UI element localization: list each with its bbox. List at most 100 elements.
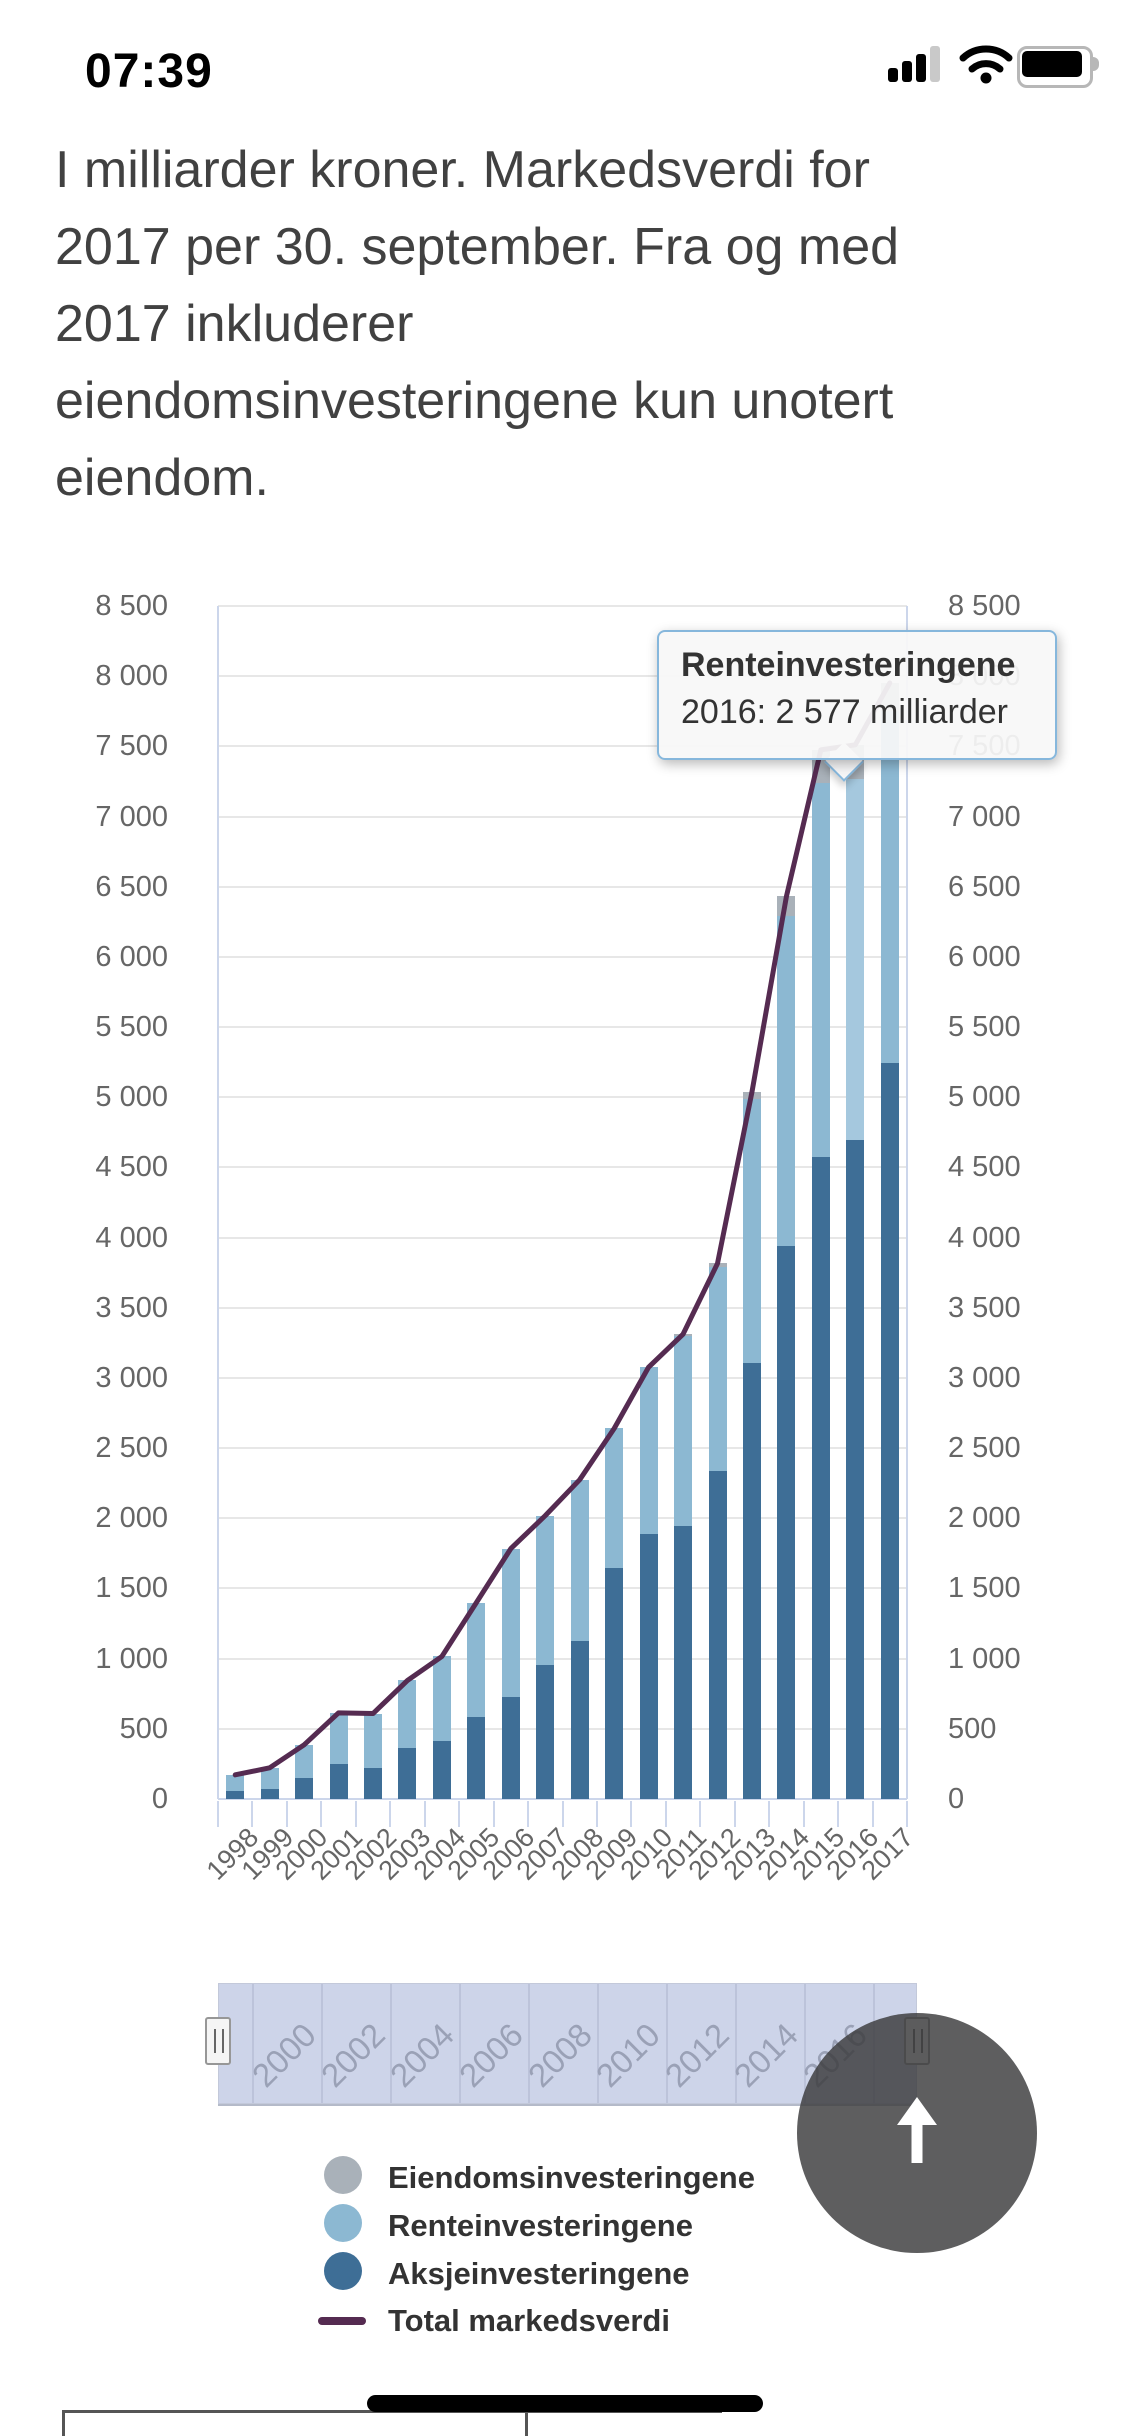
tooltip-value: 2016: 2 577 milliarder <box>681 693 1008 731</box>
bar-segment-aksje-2001[interactable] <box>329 1764 348 1799</box>
legend-item-3[interactable]: Total markedsverdi <box>388 2303 670 2338</box>
x-axis-tick <box>837 1801 840 1827</box>
bar-segment-aksje-2008[interactable] <box>570 1640 589 1799</box>
bar-segment-rente-2012[interactable] <box>708 1266 727 1472</box>
navigator-handle-left[interactable] <box>205 2017 231 2065</box>
bar-segment-aksje-2000[interactable] <box>295 1777 314 1799</box>
bar-segment-aksje-2006[interactable] <box>501 1697 520 1799</box>
bar-segment-rente-2004[interactable] <box>432 1656 451 1741</box>
header-line: 2017 per 30. september. Fra og med <box>55 218 900 276</box>
y-axis-label-right: 5 500 <box>948 1011 1021 1044</box>
legend-item-2[interactable]: Aksjeinvesteringene <box>388 2256 690 2291</box>
y-axis-label-right: 3 500 <box>948 1291 1021 1324</box>
bar-segment-eiendom-2012[interactable] <box>708 1263 727 1267</box>
y-axis-label-left: 6 500 <box>95 870 168 903</box>
x-axis-tick <box>802 1801 805 1827</box>
bar-segment-aksje-2016[interactable] <box>846 1140 865 1799</box>
bar-segment-rente-2017[interactable] <box>880 710 899 1064</box>
bar-segment-aksje-2011[interactable] <box>674 1526 693 1799</box>
y-axis-label-left: 4 000 <box>95 1221 168 1254</box>
bar-segment-rente-2009[interactable] <box>605 1428 624 1569</box>
gridline <box>218 1236 907 1239</box>
navigator-gridline <box>665 1984 668 2103</box>
header-line: eiendomsinvesteringene kun unotert <box>55 372 894 430</box>
bar-segment-rente-2013[interactable] <box>742 1099 761 1363</box>
bar-segment-rente-2008[interactable] <box>570 1479 589 1641</box>
x-axis-tick <box>320 1801 323 1827</box>
legend-item-0[interactable]: Eiendomsinvesteringene <box>388 2160 755 2195</box>
gridline <box>218 1306 907 1309</box>
navigator-gridline <box>528 1984 531 2103</box>
bar-segment-aksje-1998[interactable] <box>226 1790 245 1799</box>
bar-segment-aksje-2003[interactable] <box>398 1748 417 1799</box>
bar-segment-aksje-2014[interactable] <box>777 1246 796 1799</box>
status-time: 07:39 <box>85 45 213 98</box>
x-axis-tick <box>423 1801 426 1827</box>
bar-segment-aksje-2017[interactable] <box>880 1063 899 1799</box>
y-axis-label-left: 2 000 <box>95 1502 168 1535</box>
bar-segment-rente-2002[interactable] <box>364 1713 383 1768</box>
x-axis-tick <box>664 1801 667 1827</box>
x-axis-tick <box>871 1801 874 1827</box>
bar-segment-rente-2011[interactable] <box>674 1335 693 1526</box>
navigator-gridline <box>390 1984 393 2103</box>
x-axis-tick <box>906 1801 908 1827</box>
bar-segment-rente-2016[interactable] <box>846 778 865 1141</box>
bar-segment-aksje-2013[interactable] <box>742 1362 761 1799</box>
y-axis-label-right: 8 500 <box>948 590 1021 622</box>
bar-segment-aksje-2007[interactable] <box>536 1664 555 1799</box>
bar-segment-eiendom-2013[interactable] <box>742 1091 761 1100</box>
gridline <box>218 1376 907 1379</box>
y-axis-label-right: 4 000 <box>948 1221 1021 1254</box>
y-axis-label-left: 3 500 <box>95 1291 168 1324</box>
y-axis-label-left: 8 000 <box>95 660 168 693</box>
y-axis-label-right: 6 500 <box>948 870 1021 903</box>
range-navigator[interactable] <box>218 1983 917 2104</box>
gridline <box>218 1657 907 1660</box>
home-indicator[interactable] <box>367 2395 763 2412</box>
bar-segment-rente-2014[interactable] <box>777 916 796 1246</box>
bar-segment-aksje-2012[interactable] <box>708 1471 727 1799</box>
bar-segment-aksje-2002[interactable] <box>364 1767 383 1799</box>
bar-segment-rente-2006[interactable] <box>501 1548 520 1698</box>
battery-tip <box>1092 57 1099 71</box>
bar-segment-eiendom-2014[interactable] <box>777 896 796 917</box>
bar-segment-rente-2005[interactable] <box>467 1602 486 1718</box>
bar-segment-aksje-2004[interactable] <box>432 1740 451 1799</box>
bar-segment-eiendom-2011[interactable] <box>674 1334 693 1336</box>
y-axis-label-left: 1 500 <box>95 1572 168 1605</box>
bar-segment-aksje-2010[interactable] <box>639 1533 658 1799</box>
y-axis-label-left: 500 <box>119 1712 168 1745</box>
bar-segment-aksje-1999[interactable] <box>260 1789 279 1799</box>
x-axis-tick <box>561 1801 564 1827</box>
x-axis-tick <box>527 1801 530 1827</box>
y-axis-label-right: 2 000 <box>948 1502 1021 1535</box>
gridline <box>218 1727 907 1730</box>
bar-segment-aksje-2005[interactable] <box>467 1717 486 1799</box>
bar-segment-rente-1999[interactable] <box>260 1767 279 1790</box>
x-axis-tick <box>217 1801 219 1827</box>
x-axis-tick <box>285 1801 288 1827</box>
y-axis-label-right: 2 500 <box>948 1432 1021 1465</box>
navigator-border <box>218 2104 917 2106</box>
bar-segment-aksje-2009[interactable] <box>605 1568 624 1799</box>
gridline <box>218 1166 907 1169</box>
bar-segment-rente-2010[interactable] <box>639 1367 658 1534</box>
scroll-to-top-button[interactable] <box>797 2013 1037 2253</box>
bar-segment-rente-2000[interactable] <box>295 1744 314 1778</box>
header-line: 2017 inkluderer <box>55 295 414 353</box>
x-axis-tick <box>389 1801 392 1827</box>
legend-line-marker <box>318 2317 366 2325</box>
gridline <box>218 1587 907 1590</box>
bar-segment-rente-2001[interactable] <box>329 1712 348 1765</box>
gridline <box>218 605 907 607</box>
bar-segment-aksje-2015[interactable] <box>811 1157 830 1799</box>
bar-segment-rente-2015[interactable] <box>811 782 830 1158</box>
bar-segment-rente-2007[interactable] <box>536 1515 555 1665</box>
gridline <box>218 1517 907 1520</box>
y-axis-label-left: 8 500 <box>95 590 168 622</box>
bar-segment-rente-1998[interactable] <box>226 1774 245 1791</box>
y-axis-label-left: 2 500 <box>95 1432 168 1465</box>
legend-item-1[interactable]: Renteinvesteringene <box>388 2208 693 2243</box>
bar-segment-rente-2003[interactable] <box>398 1680 417 1749</box>
